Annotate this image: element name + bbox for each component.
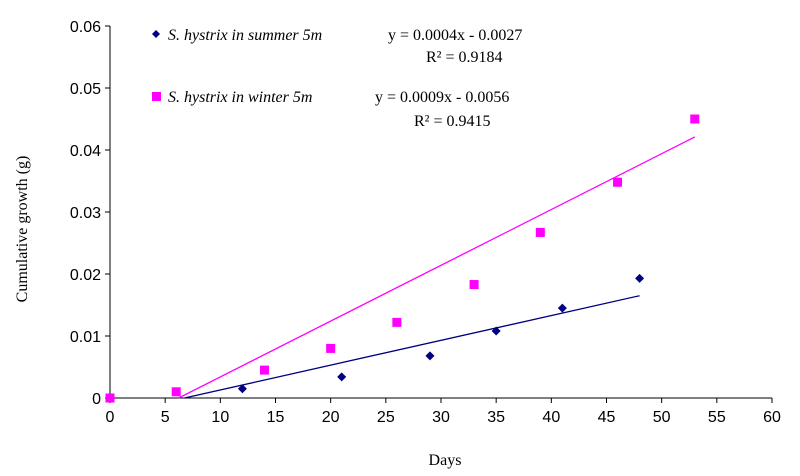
trendline-equation-summer: y = 0.0004x - 0.0027 (388, 27, 522, 44)
trendline-equation-winter: y = 0.0009x - 0.0056 (375, 89, 509, 106)
trendlines (178, 136, 696, 399)
data-point-winter (613, 177, 623, 187)
x-tick-label: 25 (377, 409, 395, 426)
y-tick-label: 0 (92, 391, 101, 408)
data-point-summer (425, 351, 435, 361)
data-point-summer (635, 273, 645, 283)
legend-label-summer: S. hystrix in summer 5m (168, 27, 322, 44)
x-tick-label: 10 (211, 409, 229, 426)
y-tick-label: 0.05 (70, 81, 101, 98)
trendline-r2-summer: R² = 0.9184 (426, 49, 503, 66)
x-tick-label: 30 (432, 409, 450, 426)
x-tick-label: 55 (708, 409, 726, 426)
x-tick-label: 15 (267, 409, 285, 426)
y-axis-label: Cumulative growth (g) (14, 156, 31, 303)
data-point-winter (392, 317, 402, 327)
legend-item-winter: S. hystrix in winter 5m y = 0.0009x - 0.… (152, 89, 509, 130)
legend-item-summer: S. hystrix in summer 5m y = 0.0004x - 0.… (152, 27, 522, 66)
x-axis-label: Days (429, 452, 462, 469)
trendline-winter (178, 136, 696, 399)
y-axis-ticks: 0 0.01 0.02 0.03 0.04 0.05 0.06 (70, 19, 110, 408)
legend-label-winter: S. hystrix in winter 5m (168, 89, 312, 106)
y-tick-label: 0.04 (70, 143, 101, 160)
data-point-winter (469, 280, 479, 290)
x-tick-label: 5 (161, 409, 170, 426)
legend: S. hystrix in summer 5m y = 0.0004x - 0.… (152, 27, 522, 130)
legend-marker-diamond (152, 30, 160, 38)
data-point-summer (491, 326, 501, 336)
trendline-r2-winter: R² = 0.9415 (414, 113, 491, 130)
data-point-winter (105, 393, 115, 403)
y-tick-label: 0.03 (70, 205, 101, 222)
data-point-summer (337, 372, 347, 382)
data-point-summer (557, 303, 567, 313)
data-point-summer (237, 384, 247, 394)
legend-marker-square (152, 92, 161, 101)
plot-area (109, 26, 772, 399)
x-tick-label: 45 (598, 409, 616, 426)
y-tick-label: 0.01 (70, 329, 101, 346)
data-point-winter (171, 387, 181, 397)
x-tick-label: 40 (542, 409, 560, 426)
data-points (105, 114, 700, 403)
y-tick-label: 0.02 (70, 267, 101, 284)
x-tick-label: 60 (763, 409, 781, 426)
data-point-winter (326, 343, 336, 353)
data-point-winter (259, 365, 269, 375)
data-point-winter (690, 114, 700, 124)
x-axis-ticks: 0 5 10 15 20 25 30 35 40 45 50 55 60 (106, 398, 781, 426)
x-tick-label: 50 (653, 409, 671, 426)
y-tick-label: 0.06 (70, 19, 101, 36)
data-point-winter (535, 227, 545, 237)
trendline-summer (184, 295, 640, 399)
x-tick-label: 35 (487, 409, 505, 426)
x-tick-label: 0 (106, 409, 115, 426)
x-tick-label: 20 (322, 409, 340, 426)
